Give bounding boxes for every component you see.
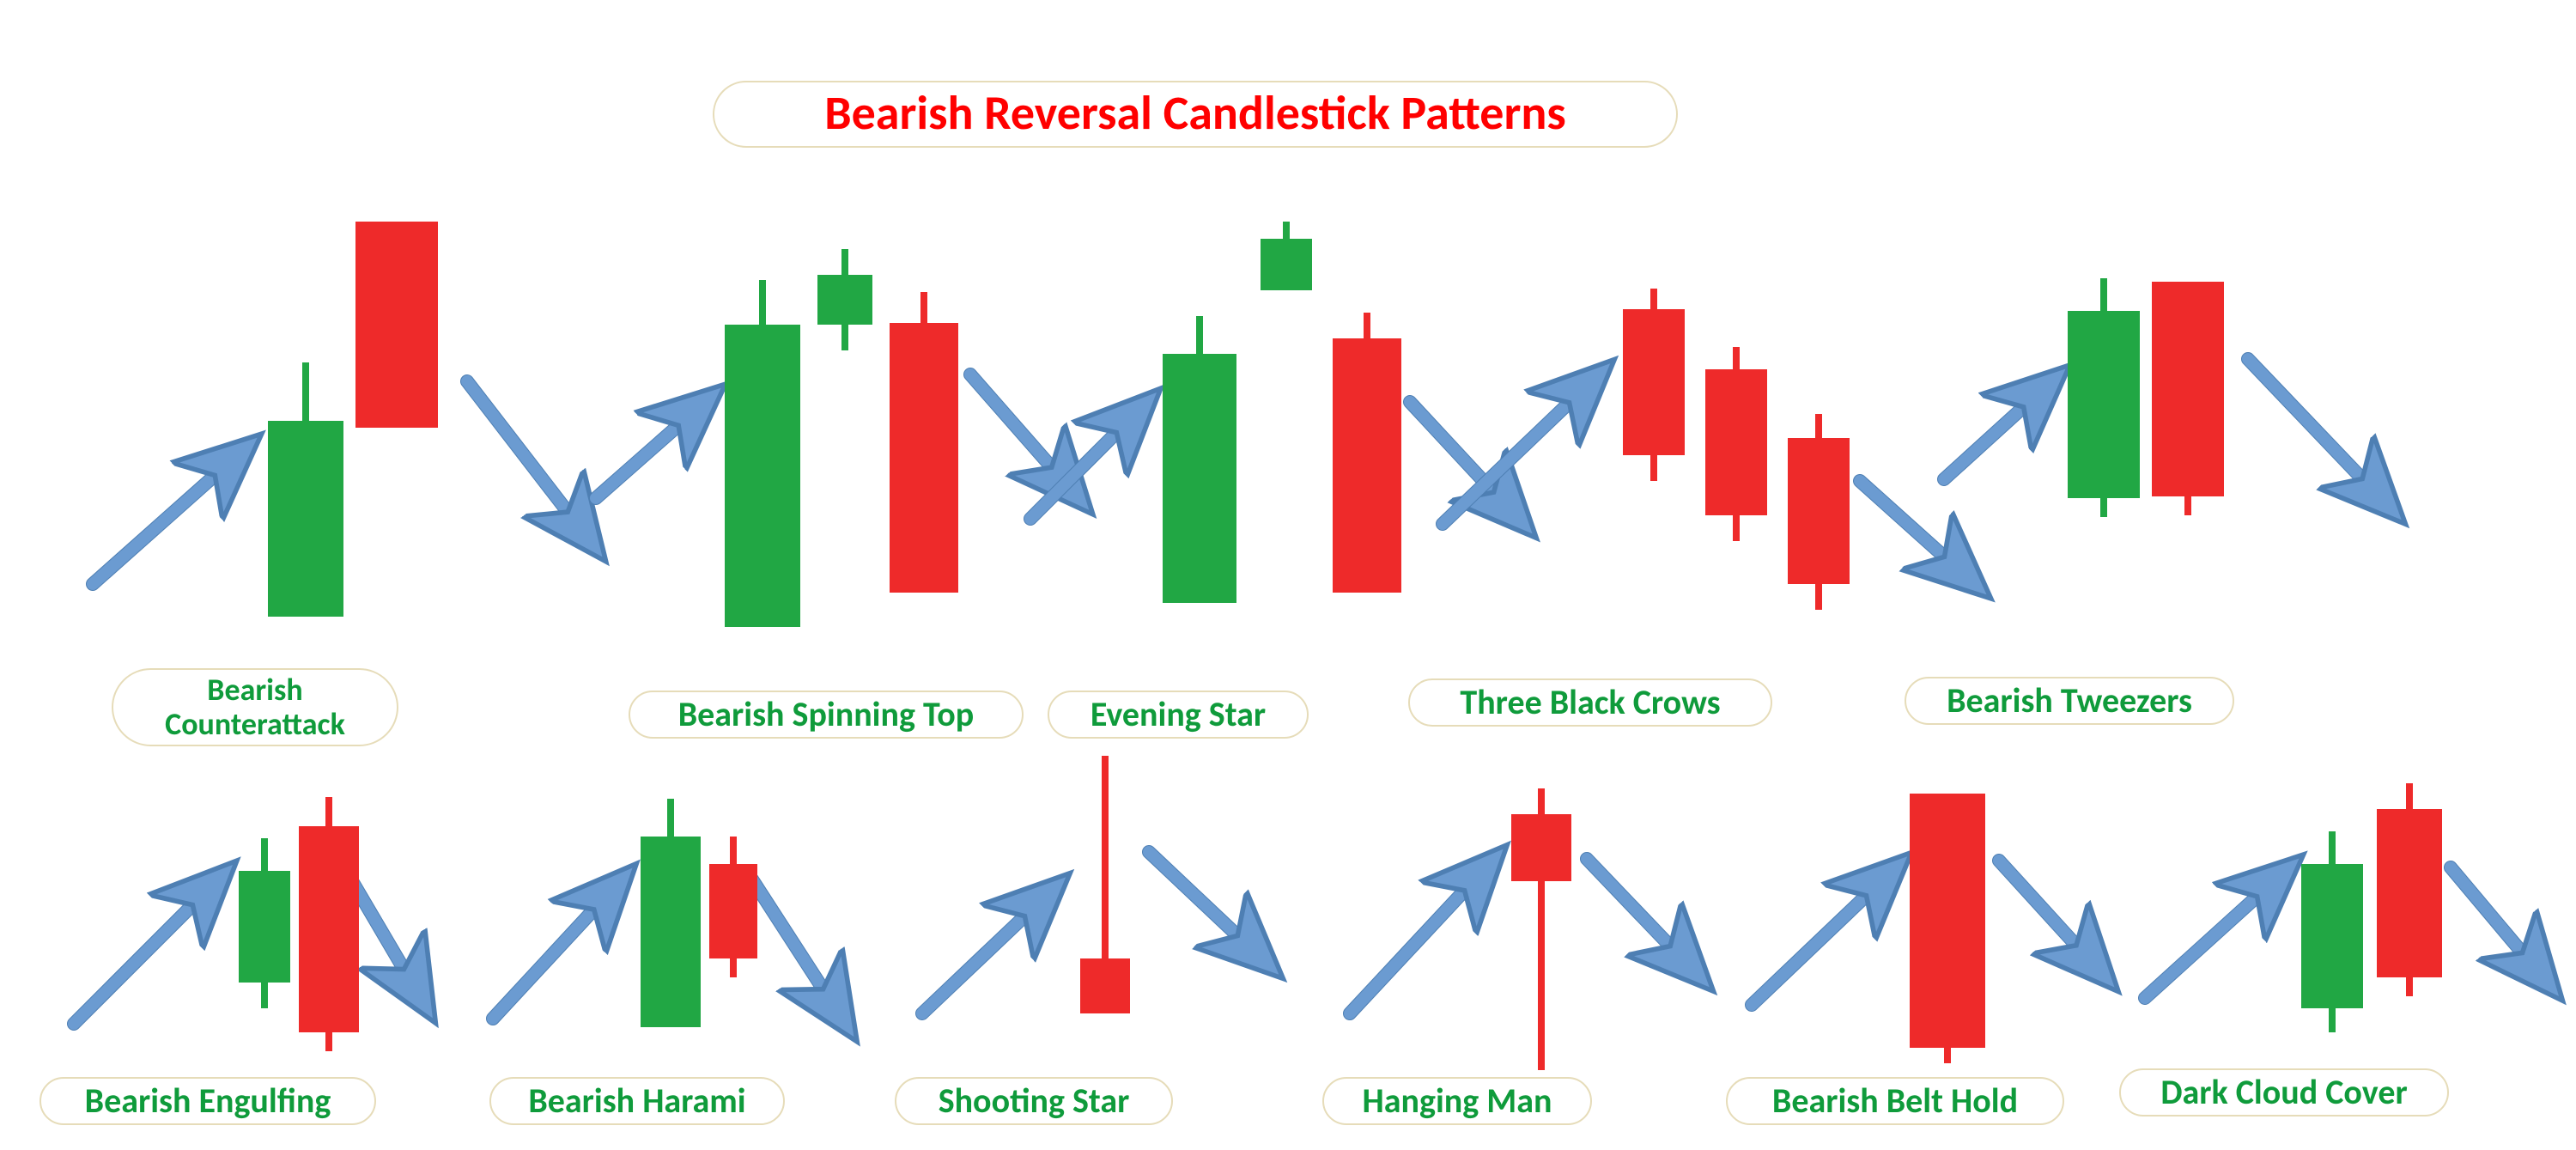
trend-arrow bbox=[467, 381, 594, 546]
candle-bearish bbox=[1788, 414, 1850, 610]
candle-bullish bbox=[725, 280, 800, 627]
candle-bearish bbox=[1080, 756, 1130, 1013]
pattern-label-line: Three Black Crows bbox=[1434, 684, 1747, 721]
pattern-label-line: Counterattack bbox=[137, 708, 373, 742]
trend-arrow bbox=[1860, 481, 1977, 586]
pattern-label-line: Evening Star bbox=[1073, 696, 1283, 733]
candle-bearish bbox=[299, 797, 359, 1051]
pattern-label: Bearish Tweezers bbox=[1905, 677, 2234, 725]
pattern-label: Bearish Spinning Top bbox=[629, 691, 1024, 739]
pattern-label: Bearish Harami bbox=[489, 1077, 785, 1125]
trend-arrow bbox=[752, 879, 847, 1025]
pattern-label: Dark Cloud Cover bbox=[2119, 1068, 2449, 1117]
trend-arrow bbox=[1149, 852, 1269, 965]
trend-arrow bbox=[1999, 861, 2105, 977]
pattern-label-line: Bearish Spinning Top bbox=[654, 696, 998, 733]
candle-bearish bbox=[1623, 289, 1685, 481]
chart-layer bbox=[0, 0, 2576, 1150]
candle-bullish bbox=[268, 362, 343, 617]
candle-bullish bbox=[239, 838, 290, 1008]
pattern-label-line: Bearish Harami bbox=[515, 1082, 759, 1120]
candle-bearish bbox=[1910, 794, 1985, 1063]
pattern-label: Bearish Engulfing bbox=[39, 1077, 376, 1125]
trend-arrow bbox=[2248, 359, 2392, 510]
pattern-label-line: Dark Cloud Cover bbox=[2145, 1074, 2423, 1111]
trend-arrow bbox=[493, 878, 623, 1019]
trend-arrow bbox=[1443, 373, 1601, 524]
candle-bullish bbox=[1261, 222, 1312, 290]
pattern-label: Bearish Belt Hold bbox=[1726, 1077, 2064, 1125]
pattern-label: BearishCounterattack bbox=[112, 668, 398, 746]
candle-bearish bbox=[2377, 783, 2442, 996]
trend-arrow bbox=[2451, 867, 2550, 986]
infographic-stage: Bearish Reversal Candlestick Patterns Be… bbox=[0, 0, 2576, 1150]
pattern-label-line: Bearish Tweezers bbox=[1930, 682, 2208, 720]
pattern-label: Evening Star bbox=[1048, 691, 1309, 739]
pattern-label-line: Hanging Man bbox=[1348, 1082, 1566, 1120]
trend-arrow bbox=[922, 886, 1056, 1013]
trend-arrow bbox=[74, 874, 223, 1024]
pattern-label-line: Shooting Star bbox=[920, 1082, 1147, 1120]
candle-bullish bbox=[2068, 278, 2140, 517]
candle-bullish bbox=[817, 249, 872, 350]
candle-bearish bbox=[1333, 313, 1401, 593]
pattern-label-line: Bearish Engulfing bbox=[65, 1082, 350, 1120]
trend-arrow bbox=[1944, 378, 2056, 479]
trend-arrow bbox=[2145, 867, 2289, 998]
pattern-label-line: Bearish bbox=[137, 673, 373, 708]
candle-bearish bbox=[709, 837, 757, 977]
candle-bearish bbox=[355, 222, 438, 428]
pattern-label: Shooting Star bbox=[895, 1077, 1173, 1125]
trend-arrow bbox=[1587, 859, 1700, 977]
trend-arrow bbox=[1752, 866, 1898, 1005]
candle-bearish bbox=[1705, 347, 1767, 541]
trend-arrow bbox=[93, 447, 247, 584]
candle-bullish bbox=[1163, 316, 1236, 603]
pattern-label: Three Black Crows bbox=[1408, 678, 1772, 727]
candle-bearish bbox=[890, 292, 958, 593]
candle-bullish bbox=[2301, 831, 2363, 1032]
candle-bullish bbox=[641, 799, 701, 1027]
candle-bearish bbox=[1511, 788, 1571, 1070]
trend-arrow bbox=[596, 397, 711, 498]
candle-bearish bbox=[2152, 282, 2224, 515]
pattern-label: Hanging Man bbox=[1322, 1077, 1592, 1125]
trend-arrow bbox=[1350, 859, 1494, 1013]
pattern-label-line: Bearish Belt Hold bbox=[1752, 1082, 2038, 1120]
